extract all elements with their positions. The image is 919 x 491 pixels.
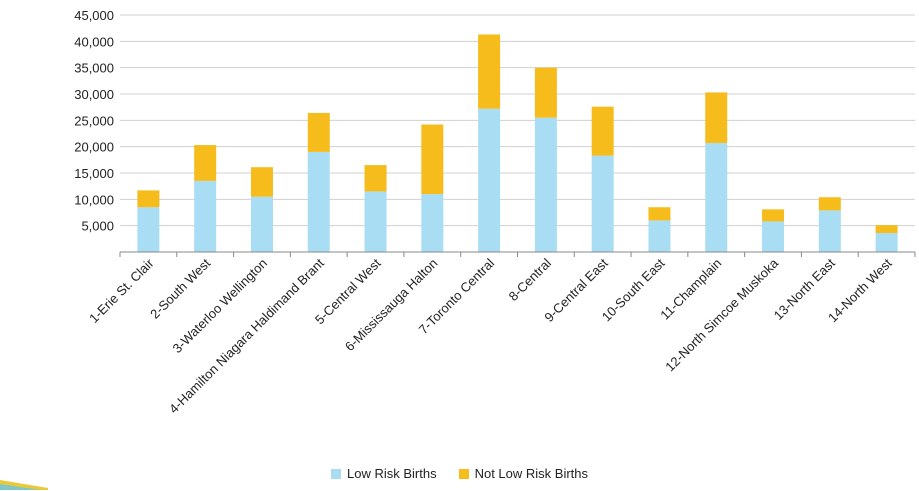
bar-not-low-risk (534, 67, 557, 118)
stacked-bar-chart: 5,000 10,000 15,000 20,000 25,000 30,000 35,00… (74, 8, 916, 416)
bar-not-low-risk (250, 167, 273, 197)
legend-label-not-low-risk: Not Low Risk Births (474, 466, 588, 481)
gridlines (120, 14, 915, 227)
bar-low-risk (818, 210, 841, 252)
bar-low-risk (705, 142, 728, 252)
bar-low-risk (250, 196, 273, 252)
y-tick-label: 15,000 (74, 166, 114, 181)
bar-not-low-risk (194, 145, 217, 181)
bar-low-risk (478, 108, 501, 252)
y-tick-label: 35,000 (74, 61, 114, 76)
x-category-label: 3-Waterloo Wellington (170, 256, 271, 357)
bar-not-low-risk (762, 209, 785, 222)
bar-not-low-risk (648, 207, 671, 221)
y-tick-label: 30,000 (74, 87, 114, 102)
x-category-label: 12-North Simcoe Muskoka (662, 255, 781, 374)
bar-not-low-risk (421, 124, 444, 195)
bar-low-risk (194, 180, 217, 252)
legend-swatch-not-low-risk (458, 468, 469, 479)
y-tick-label: 10,000 (74, 192, 114, 207)
bar-low-risk (364, 191, 387, 252)
x-axis (119, 251, 916, 257)
bars (137, 34, 898, 252)
bar-not-low-risk (875, 225, 898, 234)
bar-low-risk (762, 221, 785, 252)
bar-low-risk (591, 155, 614, 252)
bar-not-low-risk (591, 106, 614, 156)
bar-not-low-risk (705, 92, 728, 143)
bar-not-low-risk (478, 34, 501, 109)
bar-low-risk (137, 207, 160, 252)
y-tick-label: 25,000 (74, 113, 114, 128)
y-axis-ticks: 5,000 10,000 15,000 20,000 25,000 30,000 35,00… (74, 8, 114, 234)
legend-item-not-low-risk: Not Low Risk Births (458, 466, 588, 481)
legend-label-low-risk: Low Risk Births (347, 466, 437, 481)
x-category-label: 6-Mississauga Halton (342, 256, 440, 354)
y-tick-label: 20,000 (74, 140, 114, 155)
bar-low-risk (648, 220, 671, 252)
legend-swatch-low-risk (331, 468, 341, 479)
legend: Low Risk Births Not Low Risk Births (0, 466, 919, 481)
y-tick-label: 45,000 (74, 8, 114, 23)
corner-decoration (0, 480, 48, 490)
bar-low-risk (875, 233, 898, 252)
bar-low-risk (421, 194, 444, 252)
x-category-label: 8-Central (506, 255, 554, 303)
bar-low-risk (534, 117, 557, 252)
bar-not-low-risk (818, 197, 841, 211)
legend-item-low-risk: Low Risk Births (331, 466, 437, 481)
y-tick-label: 5,000 (81, 219, 114, 234)
bar-not-low-risk (307, 112, 330, 152)
y-tick-label: 40,000 (74, 34, 114, 49)
bar-not-low-risk (137, 190, 160, 208)
bar-low-risk (307, 151, 330, 252)
x-category-label: 1-Erie St. Clair (86, 255, 157, 326)
bar-not-low-risk (364, 165, 387, 192)
